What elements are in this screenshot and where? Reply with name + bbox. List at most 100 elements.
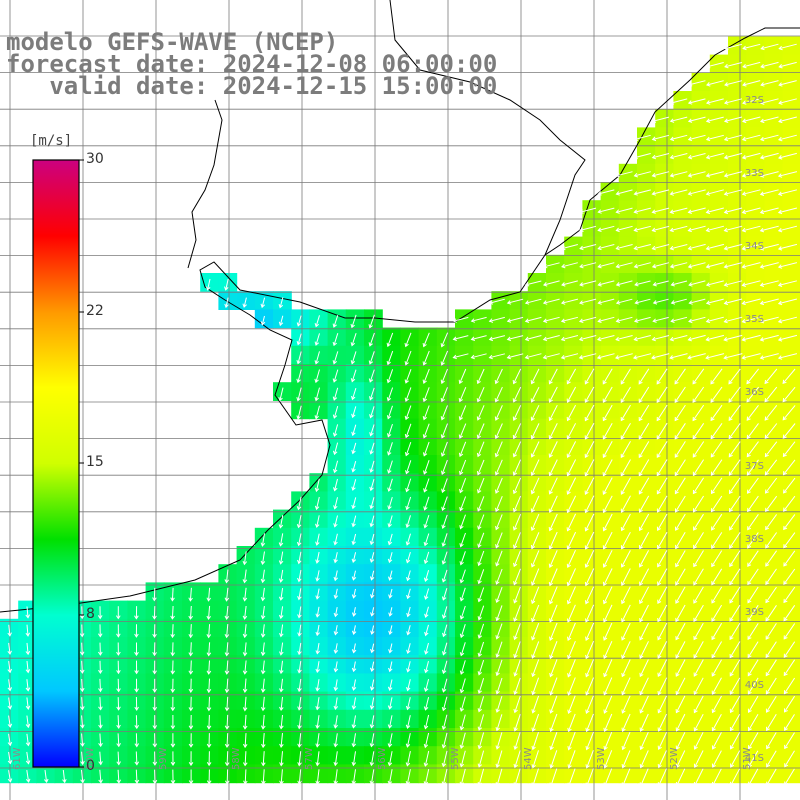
wind-arrow xyxy=(597,225,615,232)
wind-arrow xyxy=(638,386,650,403)
wind-arrow xyxy=(670,316,688,323)
wind-arrow xyxy=(652,280,669,287)
wind-arrow xyxy=(723,334,743,342)
wind-arrow xyxy=(351,588,357,599)
wind-arrow xyxy=(351,570,357,581)
wind-arrow xyxy=(705,207,724,215)
wind-arrow xyxy=(548,495,558,514)
wind-arrow xyxy=(488,298,505,305)
wind-arrow xyxy=(314,387,320,402)
wind-arrow xyxy=(531,768,539,787)
wind-arrow xyxy=(98,678,103,693)
wind-arrow xyxy=(297,606,302,619)
wind-arrow xyxy=(584,422,595,440)
wind-arrow xyxy=(723,353,743,360)
wind-arrow xyxy=(579,207,597,214)
wind-arrow xyxy=(615,225,633,233)
wind-arrow xyxy=(656,477,668,495)
wind-arrow xyxy=(134,715,140,730)
wind-arrow xyxy=(705,189,724,196)
wind-arrow xyxy=(692,368,705,385)
wind-arrow xyxy=(279,733,284,749)
wind-arrow xyxy=(315,733,320,748)
wind-arrow xyxy=(723,262,743,269)
wind-arrow xyxy=(584,404,595,422)
wind-arrow xyxy=(152,733,158,748)
wind-arrow xyxy=(296,533,302,547)
wind-arrow xyxy=(778,98,797,105)
wind-arrow xyxy=(369,733,375,748)
wind-arrow xyxy=(711,732,722,750)
wind-arrow xyxy=(777,316,798,324)
wind-arrow xyxy=(705,134,724,142)
wind-arrow xyxy=(440,405,448,421)
wind-arrow xyxy=(639,659,649,678)
wind-arrow xyxy=(669,225,688,233)
wind-arrow xyxy=(459,605,466,620)
wind-arrow xyxy=(759,243,779,251)
wind-arrow xyxy=(494,459,503,476)
wind-arrow xyxy=(116,769,122,784)
wind-arrow xyxy=(206,605,212,621)
wind-arrow xyxy=(224,660,230,675)
wind-arrow xyxy=(315,697,320,711)
wind-arrow xyxy=(79,606,85,620)
wind-arrow xyxy=(441,459,448,475)
wind-arrow xyxy=(566,459,577,477)
wind-arrow xyxy=(477,587,485,603)
wind-arrow xyxy=(657,732,668,751)
wind-arrow xyxy=(712,768,722,787)
wind-arrow xyxy=(766,768,777,786)
wind-arrow xyxy=(477,768,485,787)
wind-arrow xyxy=(729,732,741,750)
wind-arrow xyxy=(459,478,467,494)
wind-arrow xyxy=(669,171,688,178)
wind-arrow xyxy=(315,624,320,637)
wind-arrow xyxy=(548,441,558,458)
wind-arrow xyxy=(748,768,759,787)
wind-arrow xyxy=(368,351,375,365)
wind-arrow xyxy=(693,532,704,550)
wind-arrow xyxy=(470,316,487,323)
wind-arrow xyxy=(297,769,302,785)
wind-arrow xyxy=(777,171,798,178)
wind-arrow xyxy=(351,715,357,729)
wind-arrow xyxy=(639,713,649,732)
wind-arrow xyxy=(314,405,320,420)
wind-arrow xyxy=(387,496,393,510)
wind-arrow xyxy=(422,368,430,384)
wind-arrow xyxy=(261,733,266,749)
wind-arrow xyxy=(549,677,558,696)
wind-arrow xyxy=(387,715,393,729)
wind-arrow xyxy=(459,750,466,768)
wind-arrow xyxy=(476,459,485,476)
wind-arrow xyxy=(406,588,411,600)
wind-arrow xyxy=(297,751,302,767)
wind-arrow xyxy=(441,551,448,565)
wind-arrow xyxy=(170,642,176,657)
wind-arrow xyxy=(297,697,302,711)
wind-arrow xyxy=(513,532,521,549)
wind-arrow xyxy=(675,495,686,513)
wind-arrow xyxy=(560,353,579,360)
wind-arrow xyxy=(7,751,13,765)
colorbar-tick: 22 xyxy=(86,303,104,319)
wind-arrow xyxy=(621,568,631,587)
wind-arrow xyxy=(687,116,706,123)
wind-arrow xyxy=(224,278,229,291)
wind-arrow xyxy=(116,678,121,693)
wind-arrow xyxy=(134,751,140,766)
wind-arrow xyxy=(405,515,411,529)
wind-arrow xyxy=(423,570,430,582)
wind-arrow xyxy=(441,496,448,511)
wind-arrow xyxy=(494,368,503,385)
latitude-label: 36S xyxy=(744,387,764,399)
wind-arrow xyxy=(332,405,339,419)
wind-arrow xyxy=(657,604,668,623)
wind-arrow xyxy=(278,297,284,309)
wind-arrow xyxy=(597,189,615,196)
wind-arrow xyxy=(242,678,248,694)
wind-arrow xyxy=(639,586,650,605)
wind-arrow xyxy=(705,152,724,160)
wind-arrow xyxy=(747,568,759,586)
